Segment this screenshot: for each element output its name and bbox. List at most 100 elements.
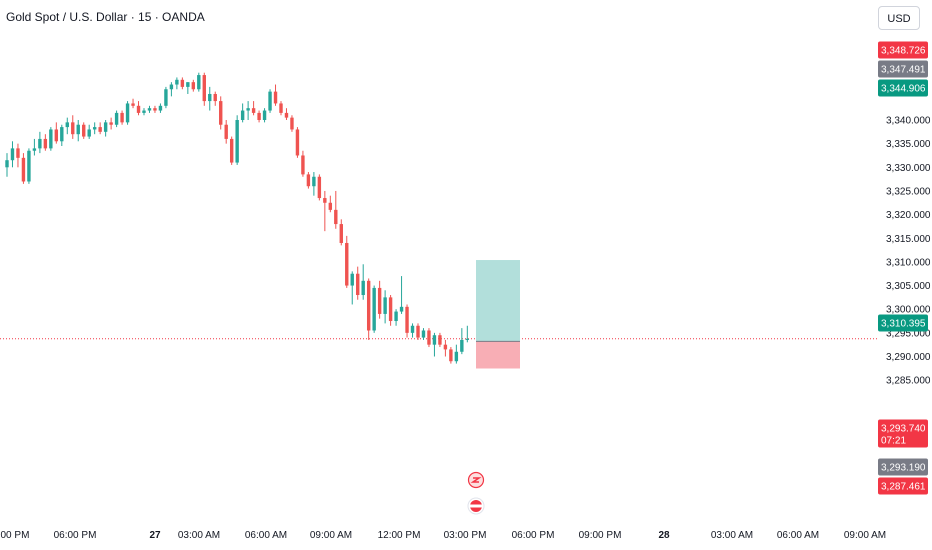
candle xyxy=(87,124,91,139)
candle-body xyxy=(158,105,163,111)
candle xyxy=(262,108,267,123)
candle xyxy=(60,124,64,147)
candle xyxy=(43,134,48,151)
candle-body xyxy=(43,138,48,149)
price-tag: 3,348.726 xyxy=(878,41,928,59)
price-tag-value: 3,344.906 xyxy=(881,84,926,95)
candle xyxy=(301,150,305,177)
y-tick-label: 3,300.000 xyxy=(886,305,931,316)
candle xyxy=(460,328,464,355)
candle-body xyxy=(312,176,316,187)
candle xyxy=(202,72,206,106)
currency-button[interactable]: USD xyxy=(878,6,920,30)
x-tick-label: 09:00 AM xyxy=(844,530,886,541)
candle-body xyxy=(175,79,179,85)
candle-body xyxy=(27,150,31,182)
candle xyxy=(120,110,124,125)
candle xyxy=(92,122,97,135)
candle-body xyxy=(465,338,470,340)
candle xyxy=(356,266,360,300)
candle xyxy=(10,141,15,168)
candle-body xyxy=(54,129,59,142)
candle xyxy=(213,91,217,106)
candle-body xyxy=(399,306,404,312)
y-tick-label: 3,340.000 xyxy=(886,116,931,127)
candle-body xyxy=(394,311,398,322)
x-tick-label: 03:00 AM xyxy=(178,530,220,541)
candle-body xyxy=(268,91,272,111)
x-tick-label: 06:00 AM xyxy=(777,530,819,541)
candle-body xyxy=(279,103,283,113)
candle xyxy=(410,323,415,338)
x-tick-label: 28 xyxy=(658,530,670,541)
price-tag: 3,287.461 xyxy=(878,477,928,495)
candle xyxy=(377,280,382,319)
candle xyxy=(191,79,196,92)
x-tick-label: 03:00 PM xyxy=(0,530,29,541)
price-tag-box xyxy=(878,60,928,78)
candle xyxy=(27,148,31,184)
candle-body xyxy=(32,148,37,151)
candle xyxy=(65,117,69,135)
y-tick-label: 3,325.000 xyxy=(886,186,931,197)
candle xyxy=(240,103,245,123)
price-tag-box xyxy=(878,477,928,495)
x-tick-label: 06:00 PM xyxy=(512,530,555,541)
candle xyxy=(334,190,338,229)
candle xyxy=(443,339,448,357)
candle-body xyxy=(125,103,130,123)
candle-body xyxy=(361,280,365,296)
time-axis: 03:00 PM 06:00 PM 27 03:00 AM 06:00 AM 09:00 … xyxy=(0,530,886,541)
price-tag-value: 3,347.491 xyxy=(881,65,926,76)
candle-body xyxy=(383,297,387,314)
candle xyxy=(279,101,283,116)
candle xyxy=(175,77,179,90)
candle-body xyxy=(98,127,102,132)
candle-body xyxy=(251,108,256,113)
candle xyxy=(399,276,404,314)
x-tick-label: 09:00 AM xyxy=(310,530,352,541)
candle-body xyxy=(186,82,190,87)
candle-body xyxy=(449,349,453,362)
candle xyxy=(169,82,174,97)
candle-body xyxy=(257,112,261,120)
candle xyxy=(136,101,141,116)
candle xyxy=(208,86,212,111)
candle-body xyxy=(103,122,108,132)
candle-body xyxy=(262,110,267,120)
candle xyxy=(416,323,420,340)
candle-body xyxy=(388,297,393,322)
candle xyxy=(98,122,102,135)
price-tag-box xyxy=(878,458,928,476)
candle xyxy=(361,264,365,300)
price-axis: 3,340.000 3,335.000 3,330.000 3,325.000 3,32… xyxy=(886,116,931,387)
price-tag-value: 3,293.740 xyxy=(881,424,926,435)
candle xyxy=(350,271,354,305)
candle xyxy=(251,101,256,116)
dividend-icon[interactable] xyxy=(467,471,485,489)
candle-body xyxy=(240,110,245,120)
candle-body xyxy=(284,112,289,118)
y-tick-label: 3,330.000 xyxy=(886,163,931,174)
candle-body xyxy=(120,112,124,123)
candle xyxy=(71,115,75,139)
price-tag: 3,344.906 xyxy=(878,79,928,97)
candle xyxy=(16,143,20,168)
candle xyxy=(366,278,371,340)
candle xyxy=(246,101,250,120)
candle xyxy=(114,110,119,128)
price-tag-box xyxy=(878,41,928,59)
lightning-icon[interactable] xyxy=(467,497,485,515)
candle xyxy=(432,332,437,357)
candle xyxy=(235,115,239,165)
candle-body xyxy=(235,120,239,163)
x-tick-label: 03:00 AM xyxy=(711,530,753,541)
target-zone[interactable] xyxy=(476,260,520,342)
price-tag: 3,310.395 xyxy=(878,314,928,332)
price-tag: 3,293.190 xyxy=(878,458,928,476)
candle-body xyxy=(202,75,206,102)
candle-body xyxy=(356,273,360,296)
stop-zone[interactable] xyxy=(476,341,520,369)
candle xyxy=(197,72,201,92)
